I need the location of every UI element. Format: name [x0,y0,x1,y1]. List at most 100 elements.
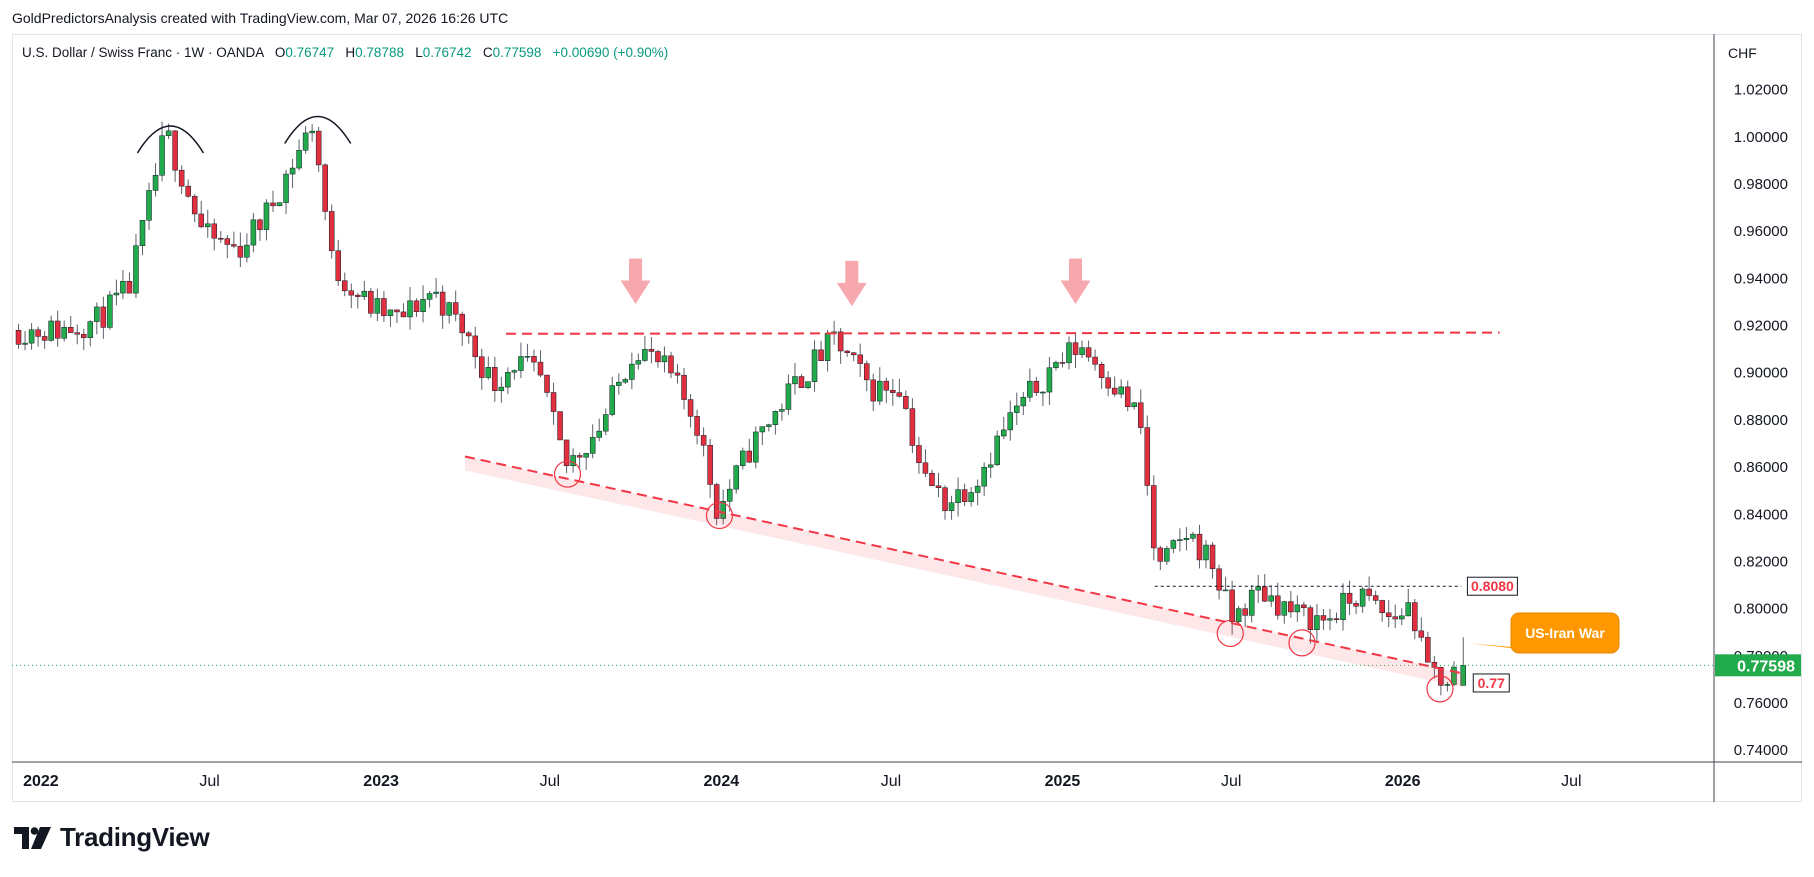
candle-body [798,376,805,388]
candle-body [1157,547,1164,562]
candle-body [1372,595,1379,601]
candlestick [1301,601,1307,617]
candlestick [1235,605,1242,625]
y-tick-label: 0.80000 [1734,601,1788,618]
currency-label[interactable]: CHF [1728,45,1757,61]
candlestick [857,343,863,377]
candlestick [342,272,348,297]
candle-body [250,219,257,246]
candlestick [779,403,785,421]
candlestick [811,340,818,392]
candle-body [1066,342,1072,364]
candle-body [805,381,811,388]
candle-body [837,331,844,352]
candlestick [413,298,420,317]
candlestick [446,301,452,324]
candlestick [1138,389,1144,435]
candle-body [263,202,270,230]
candle-body [1085,347,1092,358]
candlestick [472,326,478,369]
candlestick [48,315,54,342]
candlestick [602,408,609,436]
candle-body [668,355,674,374]
candle-body [524,356,531,358]
candle-body [1340,592,1346,620]
candle-body [296,150,302,169]
candlestick [818,340,824,361]
candle-body [172,130,178,171]
candle-body [1425,637,1431,663]
candlestick [120,269,126,300]
candle-body [707,445,713,485]
candlestick [1157,545,1164,571]
candlestick [459,311,465,346]
candlestick [1105,371,1111,397]
resistance-line [506,331,1500,335]
touch-circle [705,501,734,530]
candle-body [1451,666,1457,685]
high-value: 0.78788 [355,45,404,60]
candlestick [146,182,152,230]
candle-body [244,244,250,258]
candle-body [133,245,139,294]
candlestick [948,495,955,520]
candlestick [1124,380,1131,412]
tradingview-logo[interactable]: TradingView [14,822,210,853]
symbol-legend[interactable]: U.S. Dollar / Swiss Franc · 1W · OANDA O… [22,45,668,60]
candlestick [805,381,811,390]
candle-body [276,202,283,207]
candle-body [733,465,739,490]
candlestick [792,362,798,395]
candlestick [1066,336,1072,370]
candle-body [283,173,289,203]
candlestick [642,335,648,363]
candle-body [498,386,505,392]
candle-body [152,175,159,191]
candle-body [28,329,35,344]
candle-body [857,354,863,364]
candle-body [948,502,955,511]
candlestick [1242,603,1248,628]
candlestick [531,349,537,372]
candle-body [968,492,974,502]
candlestick [381,291,387,322]
candle-body [674,372,681,376]
range-top-label-box [1466,576,1518,596]
candle-body [394,309,400,313]
open-label: O [274,45,286,60]
candle-body [1261,586,1268,602]
candle-body [687,399,694,417]
candlestick [1059,352,1066,368]
candle-body [648,349,655,352]
candle-body [700,435,707,446]
candlestick [126,272,133,294]
candle-body [616,381,622,386]
candle-body [1118,386,1124,395]
candle-body [890,390,896,393]
candle-body [1314,615,1320,630]
candlestick [518,342,524,379]
candlestick [152,163,159,197]
candlestick [1307,605,1314,644]
y-tick-label: 0.98000 [1734,176,1788,193]
candlestick [713,482,720,526]
candlestick [687,394,694,428]
candle-body [844,350,850,353]
candlestick [916,436,922,474]
candlestick [681,368,687,410]
candle-body [100,306,107,328]
candle-body [368,290,374,314]
y-tick-label: 0.76000 [1734,695,1788,712]
candlestick [1092,349,1098,371]
candlestick [1444,681,1451,692]
candle-body [1046,367,1053,393]
y-tick-label: 0.88000 [1734,412,1788,429]
candle-body [309,130,315,134]
candle-body [753,431,759,463]
candlestick [1079,340,1085,359]
candlestick [1333,612,1340,624]
candlestick [309,124,315,142]
candle-body [328,211,335,251]
candle-body [1235,608,1242,623]
